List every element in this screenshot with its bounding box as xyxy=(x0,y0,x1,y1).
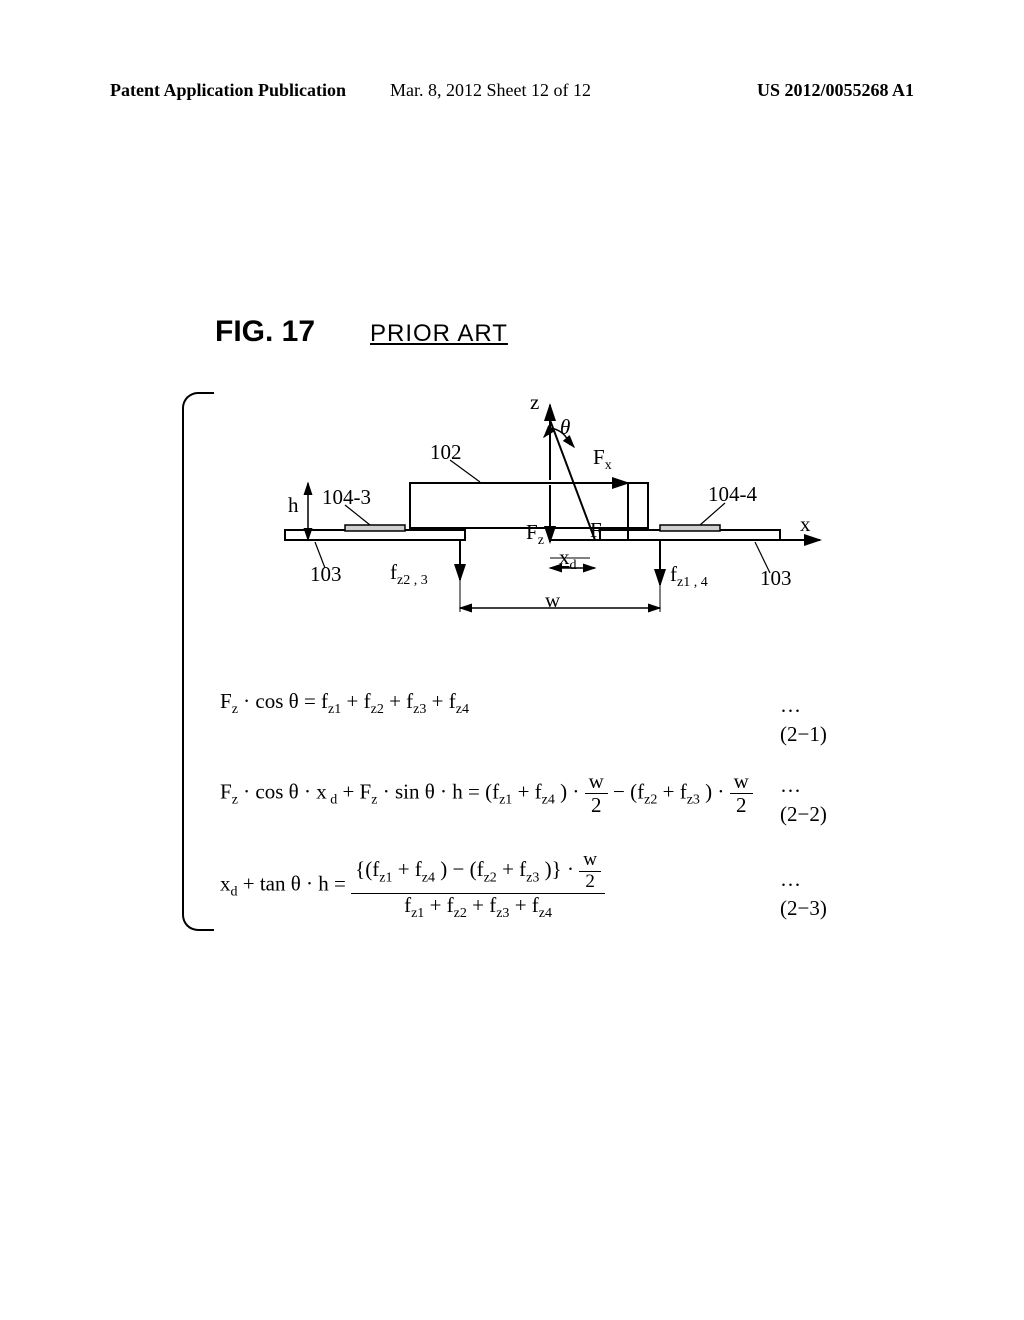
Fz-label: Fz xyxy=(526,520,544,549)
header-mid: Mar. 8, 2012 Sheet 12 of 12 xyxy=(390,80,591,101)
figure-wrap: z θ Fx Fz F x h xd w 102 104-3 104-4 103… xyxy=(200,390,840,930)
eq-num-2-2: ··· (2−2) xyxy=(780,780,827,826)
equation-2-1: Fz · cos θ = fz1 + fz2 + fz3 + fz4 ··· (… xyxy=(220,690,753,740)
w-label: w xyxy=(545,588,560,613)
equations-block: Fz · cos θ = fz1 + fz2 + fz3 + fz4 ··· (… xyxy=(220,690,753,960)
eq-num-2-1: ··· (2−1) xyxy=(780,700,827,746)
theta-label: θ xyxy=(560,415,570,440)
left-bracket xyxy=(182,392,214,931)
header-left: Patent Application Publication xyxy=(110,80,346,101)
ref-104-4: 104-4 xyxy=(708,482,757,507)
equation-2-2: Fz · cos θ · x d + Fz · sin θ · h = (fz1… xyxy=(220,770,753,820)
ref-102: 102 xyxy=(430,440,462,465)
ref-104-3: 104-3 xyxy=(322,485,371,510)
eq-num-2-3: ··· (2−3) xyxy=(780,874,827,920)
page: Patent Application Publication Mar. 8, 2… xyxy=(0,0,1024,1320)
h-label: h xyxy=(288,493,299,518)
equation-2-3: xd + tan θ · h = {(fz1 + fz4 ) − (fz2 + … xyxy=(220,850,753,930)
Fx-label: Fx xyxy=(593,445,612,474)
diagram-labels: z θ Fx Fz F x h xd w 102 104-3 104-4 103… xyxy=(230,390,830,670)
header-right: US 2012/0055268 A1 xyxy=(757,80,914,101)
ref-103-left: 103 xyxy=(310,562,342,587)
figure-title: FIG. 17 xyxy=(215,315,315,349)
prior-art-label: PRIOR ART xyxy=(370,320,508,348)
fz14-label: fz1 , 4 xyxy=(670,562,708,591)
ref-103-right: 103 xyxy=(760,566,792,591)
F-label: F xyxy=(590,518,602,543)
z-axis-label: z xyxy=(530,390,539,415)
fz23-label: fz2 , 3 xyxy=(390,560,428,589)
xd-label: xd xyxy=(559,545,577,574)
x-axis-label: x xyxy=(800,512,811,537)
